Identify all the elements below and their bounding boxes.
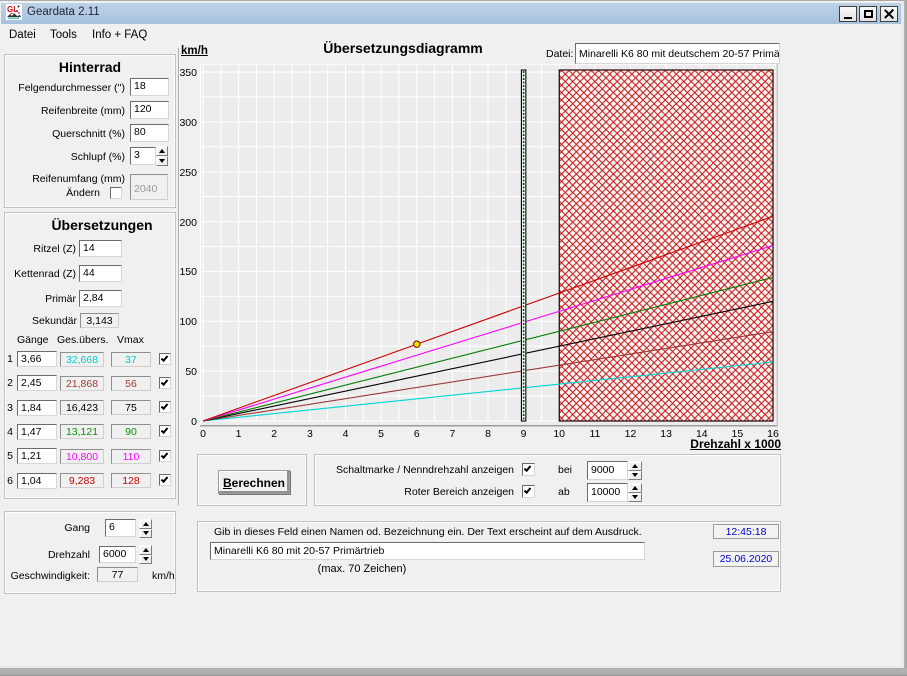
svg-text:GL: GL — [7, 5, 18, 14]
